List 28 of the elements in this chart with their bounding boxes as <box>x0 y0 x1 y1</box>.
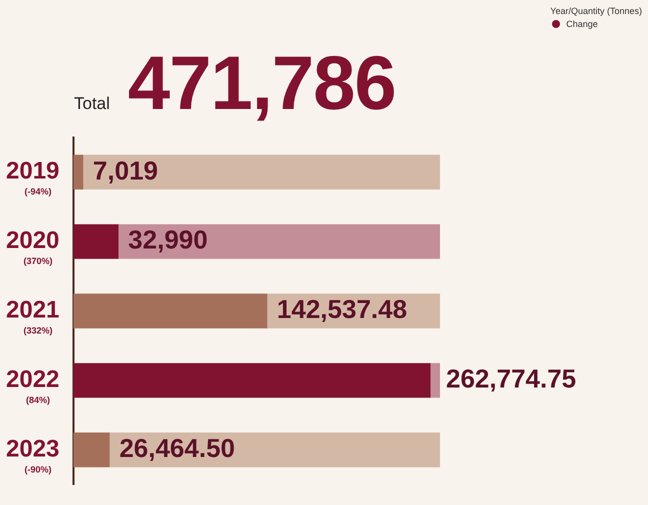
bar <box>118 224 440 259</box>
bar <box>73 294 268 328</box>
data-label: 7,019 <box>92 155 158 186</box>
bar <box>73 432 110 468</box>
text: (332%) <box>23 325 53 336</box>
bar <box>82 154 440 190</box>
data-label: 262,774.75 <box>446 364 576 394</box>
bar <box>73 363 431 398</box>
y-tick-label: 2023 <box>6 436 60 463</box>
legend-label: Change <box>566 19 598 29</box>
text: (84%) <box>26 394 50 405</box>
y-tick-label: 2022 <box>6 366 60 394</box>
text: (370%) <box>23 256 53 266</box>
data-label: 142,537.48 <box>276 294 408 324</box>
bar <box>430 363 440 398</box>
legend-title: Year/Quantity (Tonnes) <box>550 6 642 16</box>
y-tick-label: 2020 <box>6 227 60 254</box>
bar <box>73 154 84 190</box>
data-label: 32,990 <box>128 224 208 255</box>
text: (-90%) <box>24 464 52 474</box>
chart-subtitle: Total <box>74 94 110 114</box>
y-tick-label: 2021 <box>6 296 60 324</box>
y-tick-label: 2019 <box>6 158 60 185</box>
bar <box>73 224 119 259</box>
text: (-94%) <box>24 186 52 197</box>
chart-title: 471,786 <box>128 40 396 127</box>
data-label: 26,464.50 <box>119 433 235 464</box>
bar <box>108 432 440 468</box>
